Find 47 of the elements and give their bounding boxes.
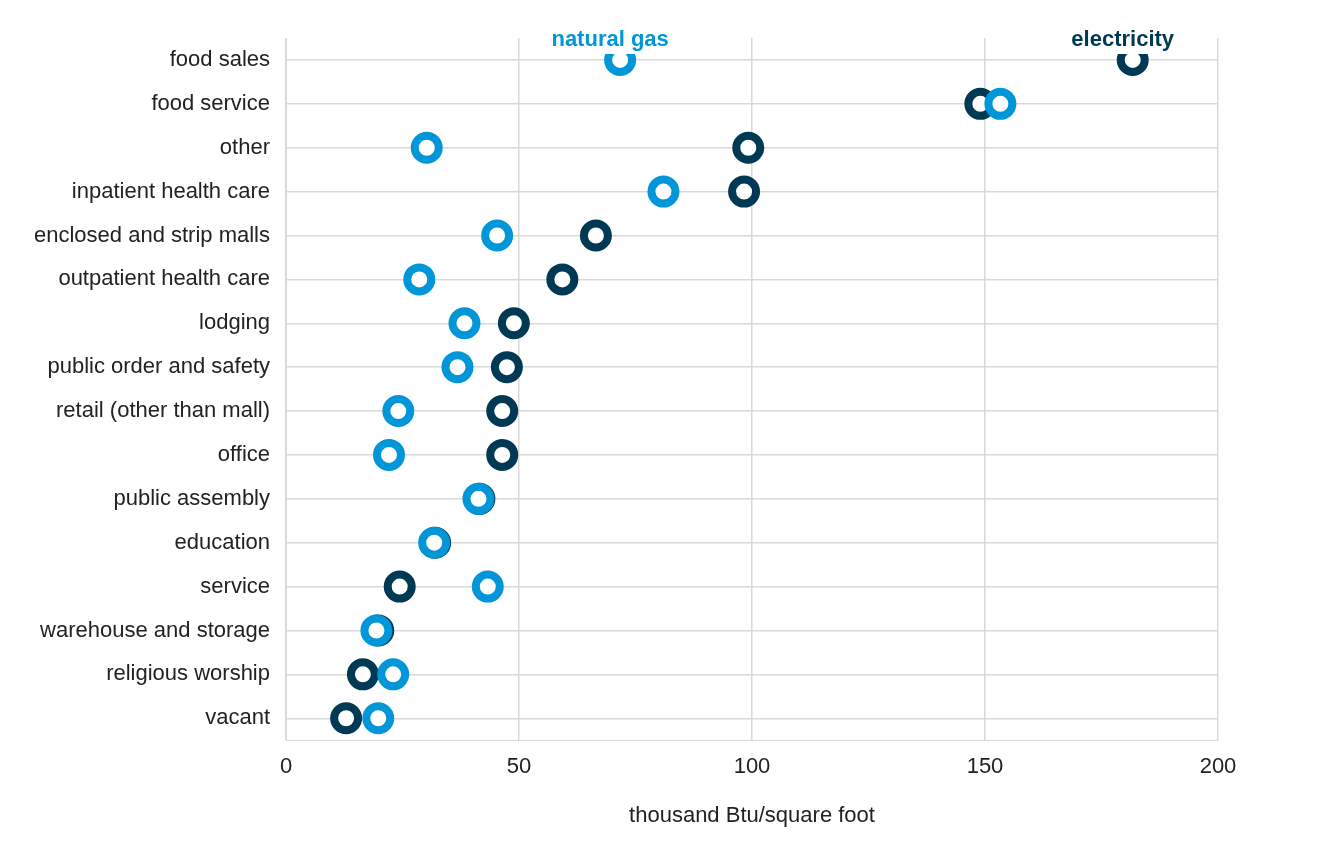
y-tick-label: enclosed and strip malls [33,221,271,247]
y-tick-label: service [200,572,271,598]
y-tick-label: outpatient health care [58,265,271,291]
point [471,570,504,603]
point [346,658,379,691]
point [497,307,530,340]
y-tick-label: inpatient health care [71,177,271,203]
point [410,131,443,164]
y-tick-label: vacant [205,704,271,730]
point [486,395,519,428]
y-tick-label: public order and safety [47,353,271,379]
y-tick-label: food sales [169,46,271,72]
point [647,175,680,208]
point [481,219,514,252]
point [486,438,519,471]
y-tick-label: other [219,133,271,159]
y-tick-label: religious worship [106,660,271,686]
y-tick-label: warehouse and storage [39,616,271,642]
x-tick-label: 50 [506,753,532,779]
point [383,570,416,603]
point [382,395,415,428]
series-label: electricity [1071,26,1175,52]
point [490,351,523,384]
y-tick-label: retail (other than mall) [56,397,271,423]
point [984,87,1017,120]
y-tick-label: lodging [199,309,271,335]
y-tick-label: education [174,528,271,554]
series-label: natural gas [551,26,669,52]
point [403,263,436,296]
y-tick-label: food service [151,89,271,115]
x-tick-label: 0 [279,753,293,779]
point [732,131,765,164]
y-tick-label: public assembly [113,484,271,510]
y-tick-label: office [217,440,271,466]
x-axis-title: thousand Btu/square foot [629,801,875,827]
point [441,351,474,384]
point [728,175,761,208]
x-tick-label: 150 [966,753,1004,779]
point [579,219,612,252]
point [448,307,481,340]
point [330,702,363,735]
point [546,263,579,296]
x-tick-label: 100 [733,753,771,779]
point [362,702,395,735]
x-tick-label: 200 [1199,753,1237,779]
point [377,658,410,691]
point [372,438,405,471]
